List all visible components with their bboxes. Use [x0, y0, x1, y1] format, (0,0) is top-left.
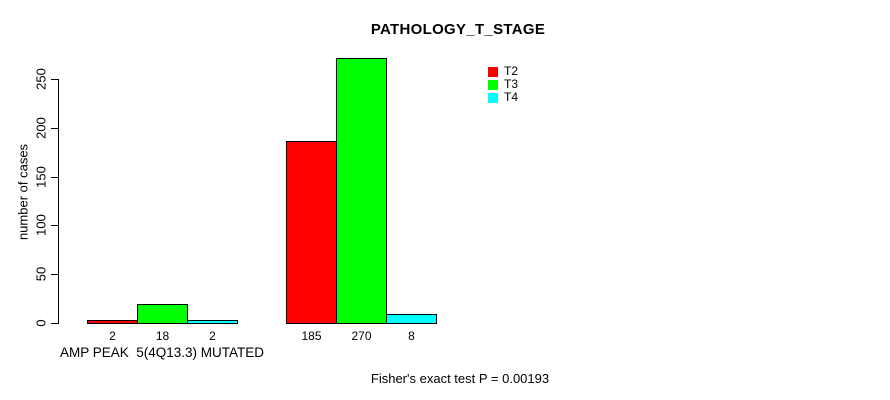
y-tick-label: 200 — [33, 117, 49, 139]
bar-value-label: 2 — [109, 329, 116, 343]
y-tick — [51, 79, 59, 80]
fisher-test-annotation: Fisher's exact test P = 0.00193 — [370, 371, 550, 386]
legend-label: T2 — [504, 64, 519, 78]
legend-swatch-t4 — [488, 92, 498, 103]
x-group-label: AMP PEAK 5(4Q13.3) MUTATED — [59, 345, 265, 360]
bar-t2-group1 — [87, 320, 138, 324]
bar-value-label: 18 — [155, 329, 170, 343]
bar-value-label: 185 — [301, 329, 322, 343]
chart-title: PATHOLOGY_T_STAGE — [370, 21, 546, 38]
bar-t2-group2 — [286, 141, 337, 324]
legend-label: T4 — [504, 90, 519, 104]
legend-item-t3: T3 — [488, 78, 518, 91]
legend-swatch-t3 — [488, 79, 498, 90]
y-tick-label: 50 — [33, 266, 49, 282]
y-tick-label: 150 — [33, 166, 49, 188]
legend-item-t2: T2 — [488, 65, 518, 78]
legend-item-t4: T4 — [488, 91, 518, 104]
legend: T2 T3 T4 — [488, 65, 518, 104]
y-tick-label: 0 — [33, 319, 49, 327]
y-tick — [51, 177, 59, 178]
legend-swatch-t2 — [488, 66, 498, 77]
y-tick — [51, 225, 59, 226]
y-tick — [51, 128, 59, 129]
y-tick — [51, 323, 59, 324]
bar-value-label: 8 — [408, 329, 415, 343]
y-tick-label: 250 — [33, 68, 49, 90]
bar-value-label: 2 — [209, 329, 216, 343]
bar-t3-group1 — [137, 304, 188, 324]
bar-t3-group2 — [336, 58, 387, 324]
bar-t4-group1 — [187, 320, 238, 324]
y-tick-label: 100 — [33, 214, 49, 236]
bar-value-label: 270 — [351, 329, 372, 343]
legend-label: T3 — [504, 77, 519, 91]
bar-t4-group2 — [386, 314, 437, 324]
y-tick — [51, 274, 59, 275]
y-axis-line — [58, 79, 59, 324]
